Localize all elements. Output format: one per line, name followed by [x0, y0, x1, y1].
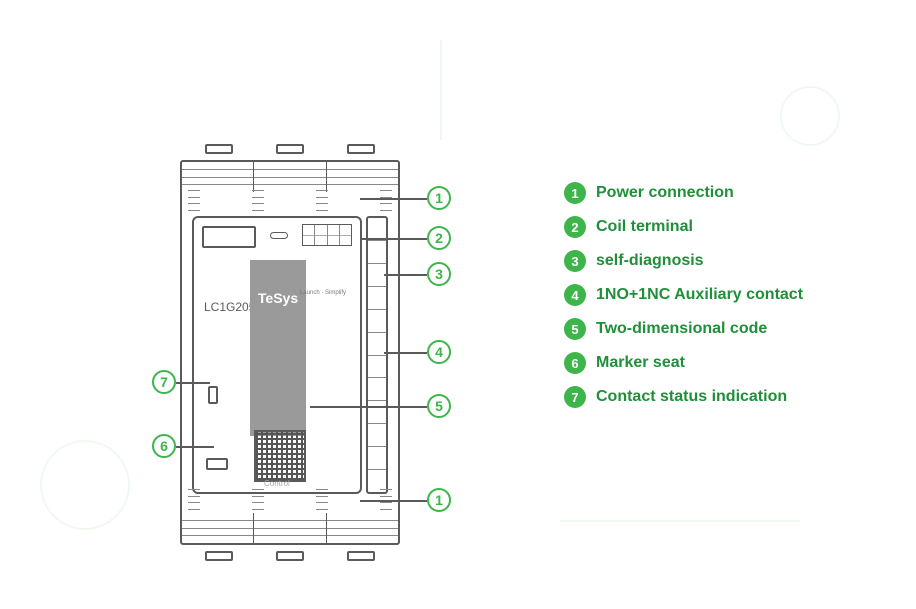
device-diagram: LC1G205 TeSys Launch · Simplify Control — [180, 150, 400, 555]
legend-row: 3 self-diagnosis — [564, 250, 803, 272]
watermark-line — [440, 40, 442, 140]
legend-row: 1 Power connection — [564, 182, 803, 204]
terminal — [347, 144, 375, 154]
legend-row: 7 Contact status indication — [564, 386, 803, 408]
legend: 1 Power connection 2 Coil terminal 3 self-di… — [564, 182, 803, 420]
legend-text: Coil terminal — [596, 218, 693, 236]
top-terminals — [184, 144, 396, 154]
brand-block: TeSys — [250, 260, 306, 436]
grips-bottom — [182, 489, 398, 515]
watermark-circle — [780, 86, 840, 146]
terminal — [347, 551, 375, 561]
callout-line — [176, 382, 210, 384]
callout-number: 2 — [427, 226, 451, 250]
legend-number: 3 — [564, 250, 586, 272]
terminal — [205, 551, 233, 561]
callout-line — [360, 198, 427, 200]
legend-text: Power connection — [596, 184, 734, 202]
legend-text: self-diagnosis — [596, 252, 704, 270]
callout-line — [310, 406, 427, 408]
callout-line — [360, 238, 427, 240]
callout-line — [384, 274, 427, 276]
legend-text: Two-dimensional code — [596, 320, 767, 338]
legend-text: Marker seat — [596, 354, 685, 372]
control-label: Control — [264, 479, 290, 488]
legend-row: 4 1NO+1NC Auxiliary contact — [564, 284, 803, 306]
callout-number: 6 — [152, 434, 176, 458]
led-indicator — [270, 232, 288, 239]
bottom-slots — [182, 513, 398, 543]
auxiliary-strip — [366, 216, 388, 494]
legend-number: 7 — [564, 386, 586, 408]
legend-row: 2 Coil terminal — [564, 216, 803, 238]
callout-line — [360, 500, 427, 502]
watermark-line — [560, 520, 800, 522]
terminal — [205, 144, 233, 154]
legend-number: 6 — [564, 352, 586, 374]
callout-number: 1 — [427, 186, 451, 210]
terminal — [276, 144, 304, 154]
legend-text: 1NO+1NC Auxiliary contact — [596, 286, 803, 304]
legend-row: 5 Two-dimensional code — [564, 318, 803, 340]
legend-number: 4 — [564, 284, 586, 306]
legend-row: 6 Marker seat — [564, 352, 803, 374]
callout-line — [176, 446, 214, 448]
device-face: LC1G205 TeSys Launch · Simplify Control — [192, 216, 362, 494]
coil-terminal-block — [302, 224, 352, 246]
qr-code — [254, 430, 306, 482]
marker-seat — [206, 458, 228, 470]
legend-number: 2 — [564, 216, 586, 238]
bottom-terminals — [184, 551, 396, 561]
callout-number: 1 — [427, 488, 451, 512]
model-label: LC1G205 — [204, 300, 255, 314]
callout-number: 3 — [427, 262, 451, 286]
watermark-circle — [40, 440, 130, 530]
callout-number: 4 — [427, 340, 451, 364]
legend-number: 1 — [564, 182, 586, 204]
brand-text: TeSys — [258, 290, 298, 306]
grips-top — [182, 190, 398, 216]
window-box — [202, 226, 256, 248]
callout-number: 5 — [427, 394, 451, 418]
device-body: LC1G205 TeSys Launch · Simplify Control — [180, 160, 400, 545]
callout-line — [384, 352, 427, 354]
terminal — [276, 551, 304, 561]
legend-number: 5 — [564, 318, 586, 340]
legend-text: Contact status indication — [596, 388, 787, 406]
top-slots — [182, 162, 398, 192]
status-button — [208, 386, 218, 404]
callout-number: 7 — [152, 370, 176, 394]
tiny-label: Launch · Simplify — [300, 290, 346, 296]
